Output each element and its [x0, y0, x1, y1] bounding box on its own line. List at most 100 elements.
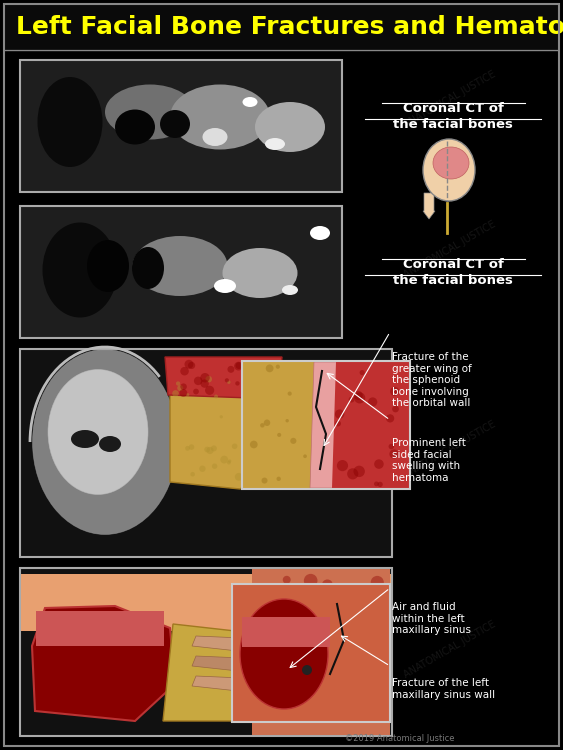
Circle shape — [180, 383, 187, 390]
Text: ANATOMICAL JUSTICE: ANATOMICAL JUSTICE — [32, 220, 128, 280]
Circle shape — [322, 580, 333, 590]
Polygon shape — [32, 606, 175, 721]
Ellipse shape — [48, 370, 148, 494]
Circle shape — [235, 473, 243, 481]
Circle shape — [291, 438, 296, 444]
Ellipse shape — [38, 77, 102, 167]
Circle shape — [256, 364, 260, 368]
Circle shape — [354, 466, 365, 477]
Bar — [232, 584, 390, 722]
Circle shape — [220, 456, 228, 464]
Circle shape — [297, 707, 310, 721]
Circle shape — [348, 397, 355, 403]
Circle shape — [212, 464, 217, 469]
Polygon shape — [332, 362, 409, 488]
Ellipse shape — [255, 102, 325, 152]
Circle shape — [337, 460, 348, 471]
Ellipse shape — [71, 430, 99, 448]
Text: ©2019 Anatomical Justice: ©2019 Anatomical Justice — [345, 734, 454, 743]
Circle shape — [235, 362, 242, 369]
Ellipse shape — [87, 240, 129, 292]
Bar — [233, 585, 389, 721]
Polygon shape — [310, 362, 338, 488]
Circle shape — [227, 460, 231, 464]
Circle shape — [180, 389, 187, 397]
Circle shape — [390, 449, 399, 459]
Bar — [252, 569, 390, 735]
Ellipse shape — [423, 139, 475, 201]
Ellipse shape — [33, 350, 177, 535]
Circle shape — [347, 468, 358, 479]
Text: ANATOMICAL JUSTICE: ANATOMICAL JUSTICE — [32, 419, 128, 481]
FancyArrow shape — [423, 193, 435, 219]
Bar — [20, 206, 342, 338]
Text: ANATOMICAL JUSTICE: ANATOMICAL JUSTICE — [402, 419, 498, 481]
Bar — [36, 611, 164, 646]
Circle shape — [200, 380, 209, 388]
Text: ANATOMICAL JUSTICE: ANATOMICAL JUSTICE — [233, 70, 328, 130]
Circle shape — [176, 381, 180, 386]
Ellipse shape — [214, 279, 236, 293]
Circle shape — [207, 447, 213, 454]
Circle shape — [285, 419, 289, 422]
Ellipse shape — [222, 248, 297, 298]
Text: Coronal CT of: Coronal CT of — [403, 102, 503, 115]
Circle shape — [247, 367, 251, 371]
Circle shape — [370, 576, 384, 589]
Circle shape — [263, 419, 270, 426]
Ellipse shape — [203, 128, 227, 146]
Bar — [20, 60, 342, 192]
Ellipse shape — [42, 223, 118, 317]
Circle shape — [363, 669, 369, 674]
Circle shape — [374, 482, 379, 486]
Circle shape — [276, 477, 281, 481]
Ellipse shape — [132, 247, 164, 289]
Circle shape — [205, 386, 215, 395]
Circle shape — [200, 373, 210, 382]
Circle shape — [241, 376, 248, 384]
Circle shape — [377, 482, 383, 487]
Circle shape — [304, 574, 318, 587]
Circle shape — [188, 362, 195, 369]
Circle shape — [302, 665, 312, 675]
Circle shape — [374, 459, 384, 469]
Ellipse shape — [240, 599, 328, 709]
Text: ANATOMICAL JUSTICE: ANATOMICAL JUSTICE — [32, 70, 128, 130]
Circle shape — [225, 378, 229, 382]
Circle shape — [227, 380, 230, 384]
Circle shape — [288, 392, 292, 396]
Text: Prominent left
sided facial
swelling with
hematoma: Prominent left sided facial swelling wit… — [392, 438, 466, 483]
Text: Air and fluid
within the left
maxillary sinus: Air and fluid within the left maxillary … — [392, 602, 471, 635]
Bar — [242, 361, 410, 489]
Circle shape — [255, 622, 261, 628]
Text: Fracture of the
greater wing of
the sphenoid
bone involving
the orbital wall: Fracture of the greater wing of the sphe… — [392, 352, 472, 409]
Circle shape — [228, 460, 231, 463]
Circle shape — [254, 362, 260, 368]
Circle shape — [335, 421, 341, 427]
Circle shape — [193, 388, 199, 394]
Ellipse shape — [252, 598, 358, 713]
Circle shape — [303, 454, 307, 458]
Ellipse shape — [265, 138, 285, 150]
Ellipse shape — [132, 236, 227, 296]
Text: ANATOMICAL JUSTICE: ANATOMICAL JUSTICE — [402, 70, 498, 130]
Circle shape — [360, 619, 370, 628]
Polygon shape — [163, 624, 262, 721]
Polygon shape — [192, 656, 242, 671]
Bar — [21, 574, 391, 631]
Text: ANATOMICAL JUSTICE: ANATOMICAL JUSTICE — [233, 419, 328, 481]
Circle shape — [227, 366, 234, 373]
Bar — [243, 362, 409, 488]
Circle shape — [205, 376, 212, 382]
Circle shape — [260, 423, 265, 427]
Ellipse shape — [105, 85, 195, 140]
Ellipse shape — [160, 110, 190, 138]
Circle shape — [248, 454, 252, 459]
Ellipse shape — [310, 226, 330, 240]
Circle shape — [257, 374, 264, 381]
Circle shape — [379, 692, 388, 701]
Circle shape — [354, 391, 363, 400]
Ellipse shape — [170, 85, 270, 149]
Circle shape — [316, 631, 325, 640]
Circle shape — [386, 414, 394, 422]
